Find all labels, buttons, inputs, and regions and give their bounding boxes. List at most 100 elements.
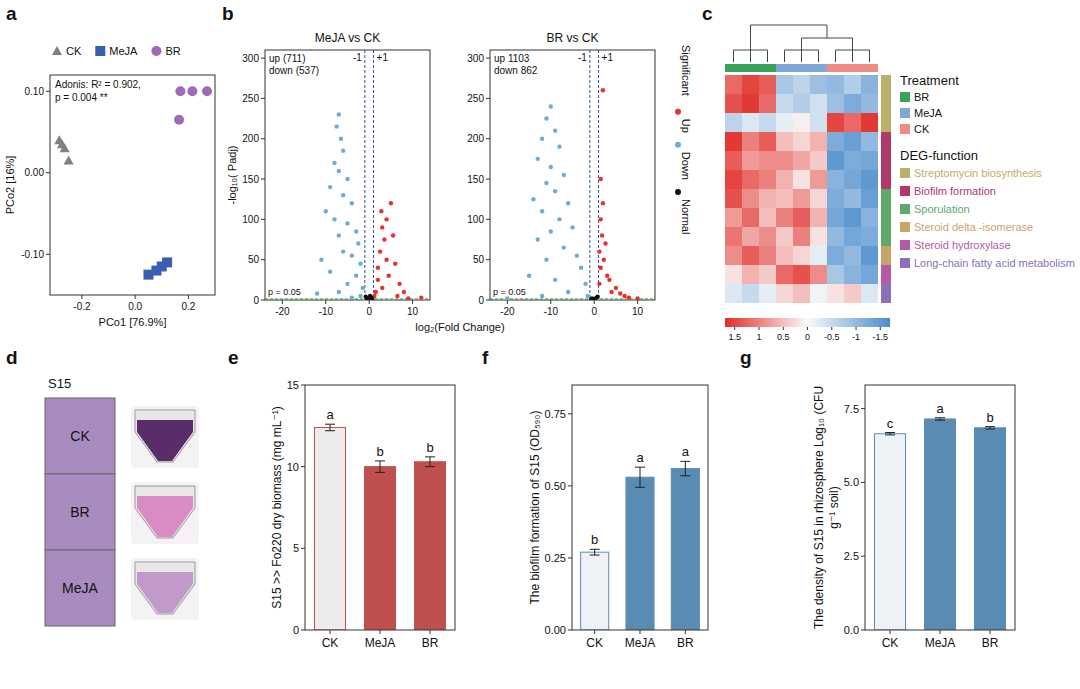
function-cell	[881, 265, 891, 284]
heat-cell	[827, 265, 844, 284]
heat-cell	[742, 113, 759, 132]
legend-label: Biofilm formation	[914, 185, 996, 197]
y-tick-label: 0	[253, 295, 259, 306]
heat-cell	[725, 227, 742, 246]
y-axis-title: g⁻¹ soil)	[827, 486, 841, 528]
count-label: up 1103	[494, 53, 530, 64]
colorbar-label: 1	[756, 332, 761, 342]
point	[324, 209, 328, 213]
function-cell	[881, 208, 891, 227]
heat-cell	[861, 132, 878, 151]
heat-cell	[725, 132, 742, 151]
y-tick-label: 0	[478, 295, 484, 306]
panel-letter: f	[482, 347, 489, 368]
heat-cell	[827, 113, 844, 132]
x-tick-label: BR	[677, 636, 694, 650]
heat-cell	[759, 284, 776, 303]
y-tick	[568, 413, 572, 414]
count-label: down 862	[494, 65, 538, 76]
heat-cell	[759, 151, 776, 170]
line-label: p = 0.05	[268, 287, 301, 297]
point	[553, 128, 557, 132]
point	[315, 291, 319, 295]
x-tick	[135, 295, 136, 299]
y-tick-label: 0.0	[844, 624, 859, 636]
tube	[135, 410, 195, 462]
x-tick	[890, 630, 891, 634]
treatment-cell	[742, 64, 759, 72]
error-bar	[325, 424, 335, 431]
heat-cell	[793, 151, 810, 170]
legend-title: DEG-function	[900, 148, 978, 163]
heat-cell	[725, 170, 742, 189]
legend-label: CK	[66, 45, 82, 57]
point	[356, 241, 360, 245]
x-tick	[412, 300, 413, 304]
treatment-cell	[759, 64, 776, 72]
point	[570, 225, 574, 229]
y-tick	[861, 556, 865, 557]
panel-letter: a	[6, 3, 17, 24]
heat-cell	[861, 246, 878, 265]
heat-cell	[776, 75, 793, 94]
panel-title: S15	[48, 376, 71, 391]
point	[583, 282, 587, 286]
point	[337, 290, 341, 294]
point	[562, 173, 566, 177]
function-cell	[881, 284, 891, 303]
padj-line	[265, 298, 430, 299]
heat-cell	[725, 151, 742, 170]
heat-cell	[861, 189, 878, 208]
point	[337, 233, 341, 237]
x-tick-label: MeJA	[365, 636, 396, 650]
legend-marker	[675, 142, 681, 148]
legend-swatch	[900, 240, 910, 250]
colorbar-tick	[856, 327, 857, 330]
function-cell	[881, 132, 891, 151]
point	[187, 86, 197, 96]
heat-cell	[861, 113, 878, 132]
error-bar	[935, 418, 945, 420]
line-label: p = 0.05	[493, 287, 526, 297]
heat-cell	[759, 113, 776, 132]
y-tick-label: 5	[293, 542, 299, 554]
heat-cell	[861, 208, 878, 227]
x-tick	[188, 295, 189, 299]
fold-change-line	[589, 50, 590, 300]
point	[585, 294, 589, 298]
tube-liquid	[137, 420, 193, 461]
point	[544, 116, 548, 120]
point	[337, 112, 341, 116]
label-box	[45, 550, 115, 626]
y-axis-title: The biofilm formation of S15 (OD₅₉₀)	[528, 411, 542, 605]
bars	[315, 424, 446, 630]
figure: a-0.100.000.10-0.20.00.2PCo1 [76.9%]PCo2…	[0, 0, 1080, 689]
point	[562, 245, 566, 249]
y-tick	[486, 179, 490, 180]
heat-cell	[742, 151, 759, 170]
bar	[875, 434, 906, 630]
point	[379, 209, 383, 213]
heat-cell	[810, 246, 827, 265]
line-label: -1	[578, 52, 587, 63]
bar	[626, 477, 654, 630]
function-cell	[881, 94, 891, 113]
function-cell	[881, 170, 891, 189]
sample-label: MeJA	[62, 580, 98, 596]
heat-cell	[742, 227, 759, 246]
y-tick	[46, 254, 50, 255]
heat-cell	[793, 208, 810, 227]
heat-cell	[742, 132, 759, 151]
point	[549, 165, 553, 169]
plot-frame	[265, 50, 430, 300]
legend-swatch	[900, 108, 910, 118]
error-bar	[985, 427, 995, 429]
point	[549, 104, 553, 108]
point	[395, 294, 399, 298]
point	[406, 296, 410, 300]
point	[603, 241, 607, 245]
heat-cell	[844, 265, 861, 284]
heat-cell	[844, 113, 861, 132]
annotation: p = 0.004 **	[55, 92, 108, 103]
heat-cell	[827, 246, 844, 265]
